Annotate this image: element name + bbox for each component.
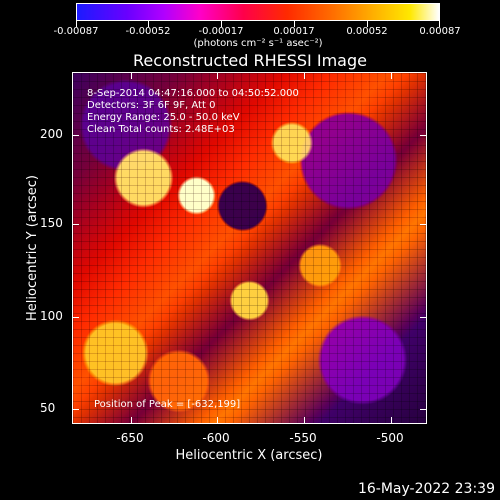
colorbar-label-6: 0.00087: [419, 26, 461, 37]
image-plot: 8-Sep-2014 04:47:16.000 to 04:50:52.000 …: [72, 72, 427, 424]
position-of-peak: Position of Peak = [-632,199]: [94, 399, 241, 410]
y-axis-tick-150-right: [420, 224, 426, 225]
x-tick-label-600: -600: [202, 431, 230, 445]
x-tick-label-650: -650: [116, 431, 144, 445]
colorbar-label-1: -0.00087: [53, 26, 99, 37]
y-axis-tick-100-right: [420, 317, 426, 318]
x-tick-label-500: -500: [376, 431, 404, 445]
x-axis-tick-550-top: [304, 73, 305, 79]
x-axis-tick-550-bottom: [304, 417, 305, 423]
colorbar: [76, 3, 440, 21]
x-axis-tick-500-top: [391, 73, 392, 79]
footer-timestamp: 16-May-2022 23:39: [357, 481, 495, 497]
x-axis-tick-600-bottom: [217, 417, 218, 423]
y-axis-tick-150-left: [73, 224, 79, 225]
y-tick-label-150: 150: [40, 216, 63, 230]
y-tick-label-50: 50: [40, 401, 56, 415]
colorbar-ticks: [76, 21, 440, 31]
y-tick-label-200: 200: [40, 127, 63, 141]
colorbar-label-4: 0.00017: [273, 26, 315, 37]
y-tick-label-100: 100: [40, 309, 63, 323]
y-axis-tick-200-left: [73, 135, 79, 136]
colorbar-unit: (photons cm⁻² s⁻¹ asec⁻²): [193, 38, 323, 49]
overlay-detectors: Detectors: 3F 6F 9F, Att 0: [87, 100, 216, 111]
heatmap-image: [73, 73, 426, 423]
x-axis-label: Heliocentric X (arcsec): [175, 448, 323, 463]
y-axis-tick-50-left: [73, 409, 79, 410]
y-axis-tick-200-right: [420, 135, 426, 136]
x-tick-label-550: -550: [289, 431, 317, 445]
image-title: Reconstructed RHESSI Image: [133, 51, 367, 70]
x-axis-tick-500-bottom: [391, 417, 392, 423]
y-axis-tick-50-right: [420, 409, 426, 410]
overlay-time-range: 8-Sep-2014 04:47:16.000 to 04:50:52.000: [87, 88, 299, 99]
x-axis-tick-650-top: [131, 73, 132, 79]
overlay-clean-counts: Clean Total counts: 2.48E+03: [87, 124, 235, 135]
y-axis-label: Heliocentric Y (arcsec): [25, 175, 40, 321]
x-axis-tick-600-top: [217, 73, 218, 79]
overlay-energy-range: Energy Range: 25.0 - 50.0 keV: [87, 112, 240, 123]
y-axis-tick-100-left: [73, 317, 79, 318]
x-axis-tick-650-bottom: [131, 417, 132, 423]
colorbar-label-3: -0.00017: [198, 26, 244, 37]
colorbar-label-5: 0.00052: [346, 26, 388, 37]
colorbar-label-2: -0.00052: [125, 26, 171, 37]
